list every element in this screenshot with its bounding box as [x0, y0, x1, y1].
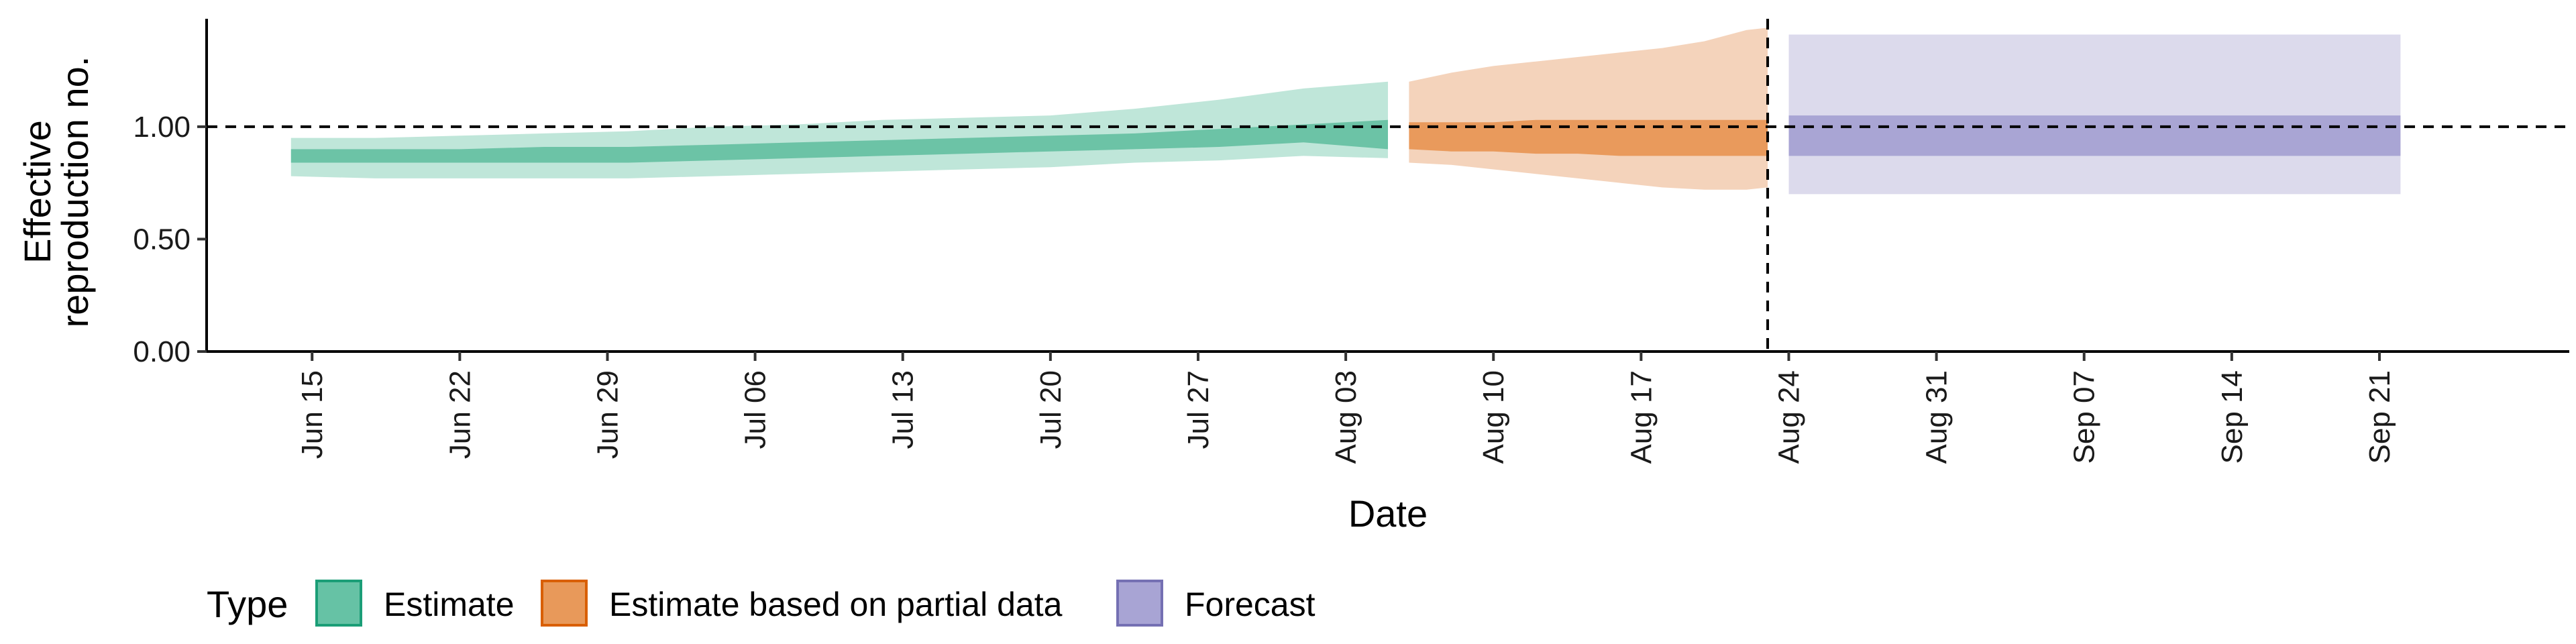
x-tick-label: Aug 03: [1330, 370, 1362, 464]
y-tick-label: 1.00: [133, 111, 191, 144]
y-tick-label: 0.50: [133, 223, 191, 256]
y-axis-title-line: Effective: [16, 120, 58, 264]
axes-layer: 0.00 0.50 1.00 Jun 15 Jun 22 Jun 29 Jul 06 Jul …: [133, 19, 2569, 464]
x-tick-label: Jul 13: [887, 370, 920, 449]
x-tick-label: Aug 10: [1477, 370, 1510, 464]
x-tick-label: Jun 15: [296, 370, 329, 459]
legend-key: [541, 580, 588, 627]
x-tick-label: Jul 27: [1182, 370, 1215, 449]
forecast-outer-band: [1788, 34, 2401, 195]
legend-label: Estimate: [384, 586, 515, 623]
x-tick-label: Sep 21: [2363, 370, 2396, 464]
x-tick-label: Jun 29: [592, 370, 625, 459]
y-axis-title-line: reproduction no.: [54, 56, 96, 328]
legend-key: [1116, 580, 1163, 627]
forecast-inner-band: [1788, 115, 2401, 156]
x-tick-label: Jul 20: [1034, 370, 1067, 449]
legend-label: Estimate based on partial data: [609, 586, 1063, 623]
x-tick-label: Jul 06: [739, 370, 772, 449]
x-tick-label: Jun 22: [443, 370, 476, 459]
x-tick-label: Aug 31: [1921, 370, 1953, 464]
legend-label: Forecast: [1185, 586, 1316, 623]
x-tick-label: Aug 17: [1625, 370, 1658, 464]
x-tick-label: Sep 14: [2216, 370, 2249, 464]
estimate-inner-band: [290, 119, 1388, 163]
x-axis-title: Date: [1348, 492, 1428, 535]
x-tick-label: Sep 07: [2068, 370, 2101, 464]
y-tick-label: 0.00: [133, 335, 191, 368]
legend-key: [315, 580, 362, 627]
band-layer: [290, 28, 2401, 195]
estimate-based-on-partial-data-outer-band: [1409, 28, 1768, 190]
x-tick-label: Aug 24: [1773, 370, 1806, 464]
legend-title: Type: [207, 583, 288, 625]
legend: Type Estimate Estimate based on partial da…: [207, 580, 1316, 627]
estimate-based-on-partial-data-inner-band: [1409, 119, 1768, 156]
